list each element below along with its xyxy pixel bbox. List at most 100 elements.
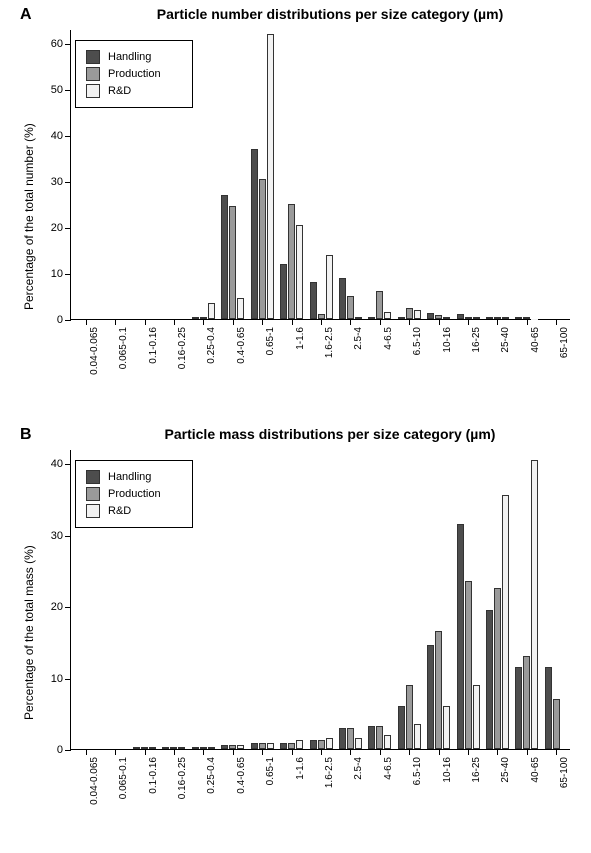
bar-group xyxy=(515,317,538,319)
bar-production xyxy=(465,317,472,319)
x-label: 0.16-0.25 xyxy=(177,327,188,369)
bar-r-d xyxy=(443,706,450,749)
legend-swatch xyxy=(86,470,100,484)
bar-group xyxy=(280,204,303,319)
bar-production xyxy=(318,740,325,749)
x-label: 4-6.5 xyxy=(383,327,394,350)
bar-handling xyxy=(280,743,287,749)
y-tick-label: 10 xyxy=(51,673,63,685)
x-tick xyxy=(145,749,146,755)
x-tick xyxy=(203,319,204,325)
x-tick xyxy=(115,319,116,325)
bar-production xyxy=(523,317,530,319)
bar-r-d xyxy=(237,298,244,319)
y-tick xyxy=(65,182,71,183)
panel-b: B Particle mass distributions per size c… xyxy=(0,420,591,853)
x-label: 40-65 xyxy=(530,757,541,783)
bar-handling xyxy=(457,524,464,749)
x-label: 10-16 xyxy=(442,327,453,353)
chart-b-title: Particle mass distributions per size cat… xyxy=(95,426,565,442)
bar-group xyxy=(457,524,480,749)
bar-handling xyxy=(133,747,140,749)
legend-row: Handling xyxy=(86,50,182,64)
x-tick xyxy=(497,749,498,755)
bar-group xyxy=(251,743,274,749)
legend-row: Production xyxy=(86,67,182,81)
bar-r-d xyxy=(208,303,215,319)
x-tick xyxy=(115,749,116,755)
y-tick xyxy=(65,44,71,45)
y-tick xyxy=(65,90,71,91)
x-label: 1.6-2.5 xyxy=(324,757,335,788)
y-tick-label: 0 xyxy=(57,314,63,326)
bar-group xyxy=(251,34,274,319)
x-label: 6.5-10 xyxy=(412,757,423,785)
bar-handling xyxy=(251,743,258,749)
bar-r-d xyxy=(237,745,244,749)
legend-text: Production xyxy=(108,488,161,500)
x-label: 0.4-0.65 xyxy=(236,757,247,794)
chart-b-ylabel: Percentage of the total mass (%) xyxy=(22,545,36,720)
bar-r-d xyxy=(502,317,509,319)
bar-production xyxy=(259,743,266,749)
x-tick xyxy=(409,319,410,325)
x-label: 1-1.6 xyxy=(295,757,306,780)
y-tick-label: 60 xyxy=(51,38,63,50)
y-tick-label: 30 xyxy=(51,530,63,542)
bar-group xyxy=(221,195,244,319)
bar-handling xyxy=(280,264,287,319)
x-label: 10-16 xyxy=(442,757,453,783)
x-tick xyxy=(468,749,469,755)
bar-handling xyxy=(192,747,199,749)
x-tick xyxy=(527,319,528,325)
bar-r-d xyxy=(384,312,391,319)
x-tick xyxy=(262,319,263,325)
page: A Particle number distributions per size… xyxy=(0,0,591,853)
x-tick xyxy=(439,749,440,755)
x-tick xyxy=(233,749,234,755)
x-label: 2.5-4 xyxy=(353,757,364,780)
x-label: 0.65-1 xyxy=(265,757,276,785)
x-label: 0.4-0.65 xyxy=(236,327,247,364)
x-label: 1.6-2.5 xyxy=(324,327,335,358)
legend-swatch xyxy=(86,50,100,64)
x-tick xyxy=(203,749,204,755)
x-label: 0.16-0.25 xyxy=(177,757,188,799)
bar-group xyxy=(398,685,421,749)
bar-production xyxy=(318,314,325,319)
bar-handling xyxy=(515,317,522,319)
x-tick xyxy=(174,319,175,325)
bar-production xyxy=(406,685,413,749)
x-label: 2.5-4 xyxy=(353,327,364,350)
y-tick xyxy=(65,320,71,321)
y-tick-label: 0 xyxy=(57,744,63,756)
bar-handling xyxy=(398,317,405,319)
x-label: 0.25-0.4 xyxy=(206,757,217,794)
x-label: 25-40 xyxy=(500,757,511,783)
bar-r-d xyxy=(443,317,450,319)
bar-group xyxy=(221,745,244,749)
x-label: 1-1.6 xyxy=(295,327,306,350)
bar-handling xyxy=(486,317,493,319)
x-tick xyxy=(409,749,410,755)
legend-row: Handling xyxy=(86,470,182,484)
y-tick xyxy=(65,750,71,751)
legend-row: Production xyxy=(86,487,182,501)
y-tick xyxy=(65,136,71,137)
bar-r-d xyxy=(414,724,421,749)
x-tick xyxy=(174,749,175,755)
legend-text: R&D xyxy=(108,85,131,97)
bar-production xyxy=(288,743,295,749)
bar-production xyxy=(347,728,354,749)
bar-group xyxy=(339,278,362,319)
x-tick xyxy=(380,749,381,755)
bar-production xyxy=(288,204,295,319)
legend-swatch xyxy=(86,504,100,518)
chart-b-legend: HandlingProductionR&D xyxy=(75,460,193,528)
bar-handling xyxy=(368,726,375,749)
bar-group xyxy=(427,313,450,319)
x-label: 65-100 xyxy=(559,327,570,358)
bar-r-d xyxy=(355,738,362,749)
bar-production xyxy=(494,317,501,319)
bar-handling xyxy=(162,747,169,749)
